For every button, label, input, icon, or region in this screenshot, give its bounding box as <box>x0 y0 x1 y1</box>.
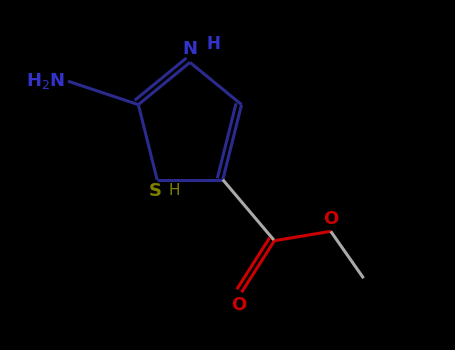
Text: O: O <box>232 296 247 314</box>
Text: N: N <box>182 40 197 58</box>
Text: H: H <box>207 35 220 53</box>
Text: H$_2$N: H$_2$N <box>26 71 66 91</box>
Text: S: S <box>148 182 161 200</box>
Text: H: H <box>169 183 180 198</box>
Text: O: O <box>323 210 339 228</box>
